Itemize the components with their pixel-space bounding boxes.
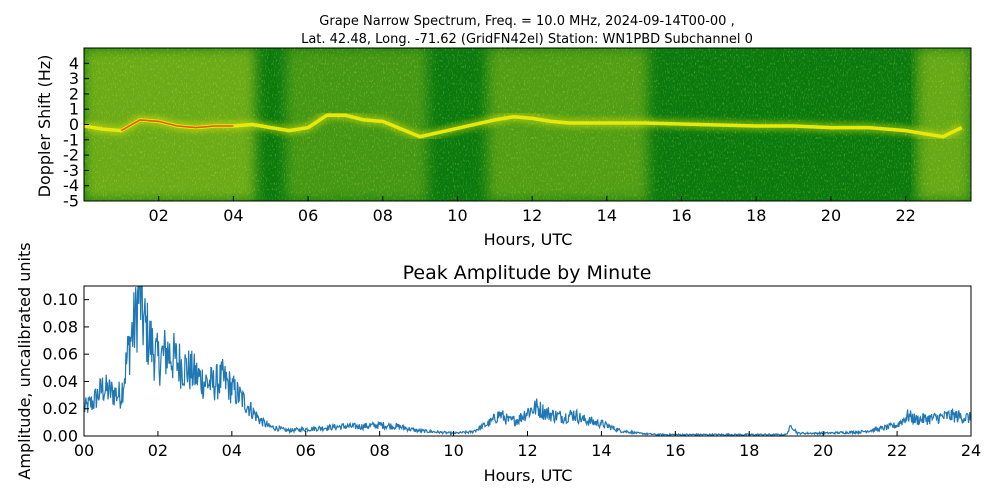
- x-tick-label: 24: [961, 441, 981, 460]
- x-tick-label: 10: [443, 441, 463, 460]
- amplitude-plot-area: [84, 286, 971, 436]
- y-tick-label: 0.10: [42, 290, 78, 309]
- doppler-trace: [84, 110, 964, 142]
- x-tick-label: 06: [296, 441, 316, 460]
- x-tick-label: 18: [746, 206, 766, 225]
- spectrogram-x-ticks: 02 04 06 08 10 12 14 16 18 20 22: [149, 196, 916, 225]
- x-tick-label: 16: [665, 441, 685, 460]
- x-tick-label: 04: [223, 206, 243, 225]
- x-tick-label: 20: [813, 441, 833, 460]
- y-tick-label: 0.00: [42, 427, 78, 446]
- spectrogram-x-label: Hours, UTC: [484, 230, 573, 249]
- y-tick-label: -3: [63, 161, 79, 180]
- x-tick-label: 02: [148, 441, 168, 460]
- x-tick-label: 18: [739, 441, 759, 460]
- x-tick-label: 16: [671, 206, 691, 225]
- y-tick-label: 0.06: [42, 345, 78, 364]
- x-tick-label: 08: [373, 206, 393, 225]
- y-tick-label: -2: [63, 146, 79, 165]
- spectrogram-plot-area: [84, 48, 971, 201]
- y-tick-label: 2: [69, 84, 79, 103]
- spectrum-title-line1: Grape Narrow Spectrum, Freq. = 10.0 MHz,…: [319, 14, 734, 29]
- amplitude-series-line: [84, 286, 971, 436]
- spectrum-title-line2: Lat. 42.48, Long. -71.62 (GridFN42el) St…: [301, 32, 753, 47]
- y-tick-label: 3: [69, 69, 79, 88]
- x-tick-label: 22: [887, 441, 907, 460]
- x-tick-label: 12: [522, 206, 542, 225]
- y-tick-label: 0: [69, 115, 79, 134]
- y-tick-label: 0.02: [42, 399, 78, 418]
- doppler-trace-peak: [120, 119, 234, 132]
- y-tick-label: 4: [69, 54, 79, 73]
- y-tick-label: 0.04: [42, 372, 78, 391]
- x-tick-label: 14: [597, 206, 617, 225]
- x-tick-label: 06: [298, 206, 318, 225]
- y-tick-label: -5: [63, 192, 79, 211]
- x-tick-label: 08: [369, 441, 389, 460]
- x-tick-label: 02: [149, 206, 169, 225]
- x-tick-label: 10: [447, 206, 467, 225]
- y-tick-label: 1: [69, 100, 79, 119]
- x-tick-label: 14: [591, 441, 611, 460]
- amplitude-y-label: Amplitude, uncalibrated units: [15, 242, 34, 479]
- y-tick-label: -4: [63, 176, 79, 195]
- spectrogram-y-label: Doppler Shift (Hz): [35, 55, 54, 198]
- y-tick-label: -1: [63, 130, 79, 149]
- x-tick-label: 00: [74, 441, 94, 460]
- amplitude-x-ticks: 00 02 04 06 08 10 12 14 16 18 20 22 24: [74, 431, 981, 460]
- x-tick-label: 20: [821, 206, 841, 225]
- x-tick-label: 22: [895, 206, 915, 225]
- x-tick-label: 04: [222, 441, 242, 460]
- y-tick-label: 0.08: [42, 317, 78, 336]
- amplitude-title: Peak Amplitude by Minute: [403, 262, 652, 284]
- amplitude-x-label: Hours, UTC: [484, 466, 573, 485]
- x-tick-label: 12: [517, 441, 537, 460]
- amplitude-y-ticks: 0.00 0.02 0.04 0.06 0.08 0.10: [42, 290, 89, 446]
